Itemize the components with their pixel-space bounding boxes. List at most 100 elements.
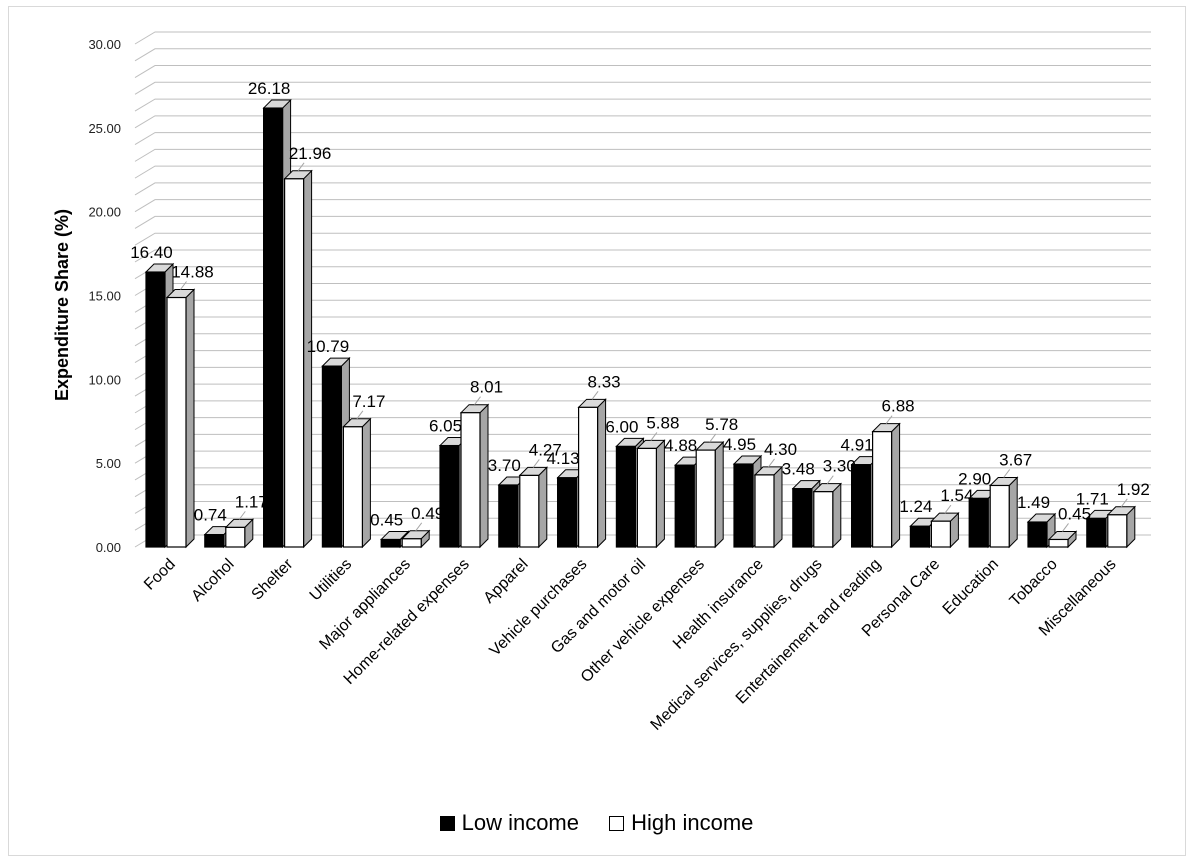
data-label-high-income: 4.30 — [764, 440, 797, 459]
leader-line — [944, 504, 952, 514]
bar-front-face — [225, 526, 246, 548]
data-label-high-income: 5.88 — [646, 413, 679, 432]
y-tick-label: 20.00 — [88, 205, 121, 220]
bar-front-face — [1048, 538, 1069, 548]
data-label-high-income: 5.78 — [705, 415, 738, 434]
y-axis-ticks: 0.00 5.00 10.00 15.00 20.00 25.00 30.00 — [88, 37, 121, 555]
bar-front-face — [909, 525, 931, 548]
y-tick-label: 15.00 — [88, 289, 121, 304]
gridline — [134, 132, 1151, 146]
leader-line — [297, 162, 305, 172]
bar-front-face — [695, 449, 716, 548]
x-category-label: Alcohol — [188, 556, 237, 605]
data-label-low-income: 3.70 — [488, 456, 521, 475]
data-label-low-income: 0.45 — [370, 510, 403, 529]
leader-line — [826, 475, 834, 484]
data-label-high-income: 21.96 — [289, 144, 332, 163]
bar-front-face — [754, 474, 775, 548]
gridline — [134, 249, 1151, 263]
bar-front-face — [556, 477, 578, 548]
bar-side-face — [303, 169, 313, 549]
leader-line — [1120, 498, 1128, 508]
bar-side-face — [773, 465, 783, 549]
data-label-low-income: 1.49 — [1017, 493, 1050, 512]
gridline — [134, 199, 1151, 213]
bar-side-face — [538, 466, 548, 549]
data-label-low-income: 26.18 — [248, 79, 291, 98]
bar-high-income — [871, 422, 901, 549]
leader-line — [474, 396, 481, 405]
bar-front-face — [674, 464, 695, 548]
data-label-low-income: 10.79 — [307, 337, 350, 356]
bar-side-face — [655, 439, 665, 549]
gridline — [134, 81, 1151, 95]
data-label-low-income: 4.95 — [723, 435, 756, 454]
data-label-high-income: 0.45 — [1058, 504, 1091, 523]
data-label-high-income: 0.49 — [411, 504, 444, 523]
data-label-low-income: 0.74 — [194, 506, 227, 525]
data-label-high-income: 7.17 — [352, 392, 385, 411]
data-label-low-income: 16.40 — [130, 243, 173, 262]
bar-front-face — [850, 464, 872, 548]
bar-front-face — [1086, 517, 1107, 548]
leader-line — [415, 522, 423, 532]
gridline — [134, 182, 1151, 196]
legend-label-low-income: Low income — [461, 810, 579, 835]
x-category-label: Education — [940, 556, 1002, 618]
legend-item-low-income: Low income — [439, 810, 579, 836]
bar-front-face — [930, 520, 952, 548]
bar-low-income — [1026, 512, 1057, 549]
bar-high-income — [1047, 530, 1078, 549]
x-category-label: Vehicle purchases — [487, 556, 591, 660]
bar-front-face — [636, 447, 658, 548]
bar-front-face — [519, 474, 540, 548]
data-label-low-income: 1.71 — [1076, 489, 1109, 508]
leader-line — [180, 281, 187, 290]
y-tick-label: 0.00 — [96, 540, 121, 555]
legend-item-high-income: High income — [609, 810, 753, 836]
bar-front-face — [989, 484, 1010, 548]
bar-front-face — [968, 497, 989, 548]
bar-front-face — [615, 445, 637, 548]
data-label-high-income: 3.67 — [999, 450, 1032, 469]
y-axis-title: Expenditure Share (%) — [52, 209, 72, 401]
data-label-low-income: 3.48 — [782, 460, 815, 479]
bar-front-face — [204, 533, 225, 548]
data-label-high-income: 6.88 — [882, 397, 915, 416]
data-label-high-income: 1.54 — [940, 486, 973, 505]
gridline — [134, 65, 1151, 78]
bars — [144, 98, 1137, 549]
bar-high-income — [577, 398, 607, 549]
y-tick-label: 10.00 — [88, 372, 121, 387]
bar-front-face — [380, 538, 401, 548]
data-label-low-income: 1.24 — [899, 497, 932, 516]
bar-high-income — [518, 466, 549, 549]
bar-front-face — [1027, 521, 1048, 548]
leader-line — [238, 511, 246, 520]
data-label-high-income: 8.01 — [470, 378, 503, 397]
bar-front-face — [166, 296, 187, 548]
data-label-low-income: 4.13 — [547, 449, 580, 468]
bar-front-face — [342, 426, 363, 548]
legend-swatch-high-income — [609, 815, 625, 831]
bar-front-face — [1107, 514, 1128, 548]
leader-line — [709, 433, 717, 443]
gridline — [134, 98, 1151, 112]
gridline — [134, 31, 1151, 45]
y-tick-label: 30.00 — [88, 37, 121, 52]
data-label-low-income: 6.05 — [429, 417, 462, 436]
data-label-low-income: 4.88 — [664, 436, 697, 455]
x-category-label: Tobacco — [1007, 556, 1061, 610]
bar-high-income — [930, 511, 960, 549]
bar-front-face — [871, 431, 893, 548]
y-tick-label: 5.00 — [96, 456, 121, 471]
y-tick-label: 25.00 — [88, 121, 121, 136]
bar-front-face — [321, 365, 342, 548]
leader-line — [1062, 523, 1069, 532]
data-label-high-income: 14.88 — [171, 263, 214, 282]
x-category-label: Utilities — [307, 556, 355, 604]
data-label-high-income: 3.30 — [823, 457, 856, 476]
bar-high-income — [636, 439, 666, 549]
leader-line — [591, 391, 599, 400]
